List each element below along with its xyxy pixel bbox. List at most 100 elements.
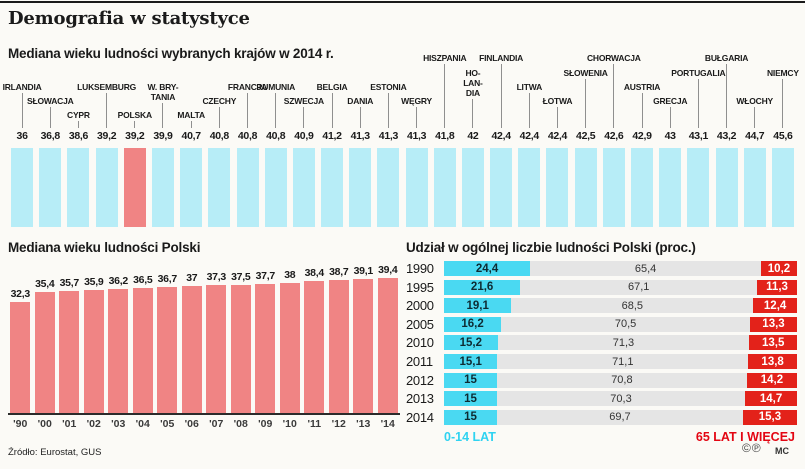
country-label-ho-lan-dia: HO- LAN- DIA — [463, 68, 483, 98]
value-label-cypr: 38,6 — [68, 130, 89, 142]
license-icons: ©℗ — [742, 441, 762, 455]
leader-line-estonia — [387, 93, 389, 128]
bar-polska — [123, 148, 146, 227]
bar-08 — [230, 285, 251, 413]
country-label-włochy: WŁOCHY — [736, 96, 774, 106]
value-label-chorwacja: 42,6 — [604, 130, 624, 142]
segment-young-1995: 21,6 — [444, 279, 521, 295]
bar-04 — [132, 288, 153, 413]
segment-mid-2014: 69,7 — [496, 409, 743, 425]
stacked-bar-1995: 21,6 67,1 11,3 — [444, 279, 797, 295]
country-label-słowenia: SŁOWENIA — [563, 68, 608, 78]
country-label-francja: FRANCJA — [227, 82, 268, 92]
segment-young-2014: 15 — [444, 409, 497, 425]
leader-line-dania — [359, 107, 361, 128]
row-year-2013: 2013 — [406, 391, 434, 407]
value-label-09: 37,7 — [255, 270, 276, 282]
year-label-07: '07 — [209, 418, 224, 430]
value-label-02: 35,9 — [84, 276, 104, 288]
value-label-03: 36,2 — [108, 275, 129, 287]
bar-szwecja — [292, 148, 315, 227]
table-row-2010: 2010 15,2 71,3 13,5 — [406, 335, 797, 351]
country-label-łotwa: ŁOTWA — [542, 96, 573, 106]
stacked-bar-2014: 15 69,7 15,3 — [444, 409, 797, 425]
table-row-2005: 2005 16,2 70,5 13,3 — [406, 316, 797, 332]
year-label-01: '01 — [62, 418, 77, 430]
leader-line-włochy — [754, 107, 756, 128]
bar-łotwa — [546, 148, 569, 227]
country-label-chorwacja: CHORWACJA — [586, 53, 641, 63]
segment-young-2010: 15,2 — [444, 335, 498, 351]
value-label-irlandia: 36 — [16, 130, 28, 142]
chart-title-population-share: Udział w ogólnej liczbie ludności Polski… — [406, 240, 696, 255]
value-label-01: 35,7 — [59, 277, 80, 289]
year-label-11: '11 — [307, 418, 322, 430]
segment-mid-2010: 71,3 — [497, 335, 750, 351]
row-year-2012: 2012 — [406, 372, 434, 388]
bar-litwa — [518, 148, 541, 227]
x-axis-line — [8, 413, 400, 415]
value-label-dania: 41,3 — [350, 130, 371, 142]
bar-09 — [255, 284, 276, 413]
segment-value: 70,5 — [614, 318, 637, 331]
country-label-polska: POLSKA — [117, 110, 152, 120]
value-label-luksemburg: 39,2 — [97, 130, 117, 142]
year-label-03: '03 — [111, 418, 126, 430]
leader-line-niemcy — [782, 79, 784, 128]
segment-value: 14,2 — [760, 374, 784, 387]
year-label-00: '00 — [37, 418, 52, 430]
table-row-2013: 2013 15 70,3 14,7 — [406, 391, 797, 407]
segment-mid-2011: 71,1 — [497, 354, 749, 369]
country-label-austria: AUSTRIA — [623, 82, 661, 92]
value-label-czechy: 40,8 — [209, 130, 230, 142]
country-label-cypr: CYPR — [67, 110, 90, 120]
leader-line-belgia — [331, 93, 333, 128]
source-note: Źródło: Eurostat, GUS — [8, 447, 102, 458]
bar-czechy — [208, 148, 231, 227]
leader-line-polska — [134, 121, 136, 128]
leader-line-w-bry-tania — [162, 103, 164, 128]
value-label-austria: 42,9 — [632, 130, 652, 142]
segment-value: 15,1 — [459, 355, 482, 368]
segment-old-2000: 12,4 — [753, 298, 797, 314]
country-label-litwa: LITWA — [516, 82, 543, 92]
bar-01 — [59, 291, 80, 413]
bar-12 — [328, 280, 349, 413]
table-row-2014: 2014 15 69,7 15,3 — [406, 409, 797, 425]
bar-włochy — [743, 148, 766, 227]
leader-line-litwa — [528, 93, 530, 128]
segment-value: 10,2 — [767, 262, 791, 275]
country-label-hiszpania: HISZPANIA — [423, 53, 467, 63]
value-label-ho-lan-dia: 42 — [467, 130, 479, 142]
leader-line-rumunia — [275, 93, 277, 128]
bar-10 — [279, 283, 300, 413]
value-label-węgry: 41,3 — [406, 130, 427, 142]
segment-value: 70,8 — [611, 374, 633, 387]
country-label-dania: DANIA — [347, 96, 374, 106]
segment-value: 15,3 — [758, 411, 782, 424]
country-label-niemcy: NIEMCY — [766, 68, 799, 78]
bar-portugalia — [687, 148, 710, 227]
year-label-90: '90 — [13, 418, 28, 430]
bar-niemcy — [771, 148, 794, 227]
leader-line-malta — [190, 121, 192, 128]
row-year-2014: 2014 — [406, 409, 434, 425]
stacked-bar-2000: 19,1 68,5 12,4 — [444, 298, 797, 314]
value-label-11: 38,4 — [304, 267, 325, 279]
bar-00 — [34, 292, 55, 413]
segment-young-2005: 16,2 — [444, 316, 502, 332]
year-label-06: '06 — [184, 418, 199, 430]
chart-population-age-share: Udział w ogólnej liczbie ludności Polski… — [406, 240, 797, 455]
leader-line-hiszpania — [444, 64, 446, 128]
top-rule — [0, 1, 805, 3]
row-year-2000: 2000 — [406, 298, 434, 314]
stacked-bar-2013: 15 70,3 14,7 — [444, 391, 797, 407]
country-label-węgry: WĘGRY — [401, 96, 432, 106]
country-label-luksemburg: LUKSEMBURG — [77, 82, 137, 92]
bar-13 — [353, 279, 374, 413]
bar-słowacja — [39, 148, 62, 227]
bar-chorwacja — [602, 148, 625, 227]
leader-line-irlandia — [21, 93, 23, 128]
segment-value: 71,3 — [612, 336, 635, 349]
